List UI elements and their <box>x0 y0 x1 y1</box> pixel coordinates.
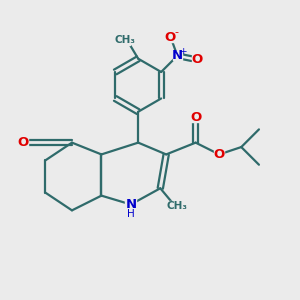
Bar <box>214 150 224 159</box>
Text: N: N <box>125 198 136 211</box>
Text: O: O <box>214 148 225 161</box>
Text: CH₃: CH₃ <box>166 201 187 211</box>
Text: CH₃: CH₃ <box>115 34 136 45</box>
Text: O: O <box>164 31 175 44</box>
Text: O: O <box>191 53 202 66</box>
Bar <box>125 199 136 210</box>
Bar <box>166 33 174 42</box>
Bar <box>191 113 200 122</box>
Text: N: N <box>172 49 183 62</box>
Text: H: H <box>127 209 135 219</box>
Text: -: - <box>175 27 178 37</box>
Bar <box>19 138 28 147</box>
Text: +: + <box>179 47 187 56</box>
Bar <box>192 55 201 64</box>
Text: O: O <box>190 111 201 124</box>
Bar <box>173 51 182 60</box>
Bar <box>120 34 130 45</box>
Bar <box>169 201 184 211</box>
Text: O: O <box>18 136 29 149</box>
